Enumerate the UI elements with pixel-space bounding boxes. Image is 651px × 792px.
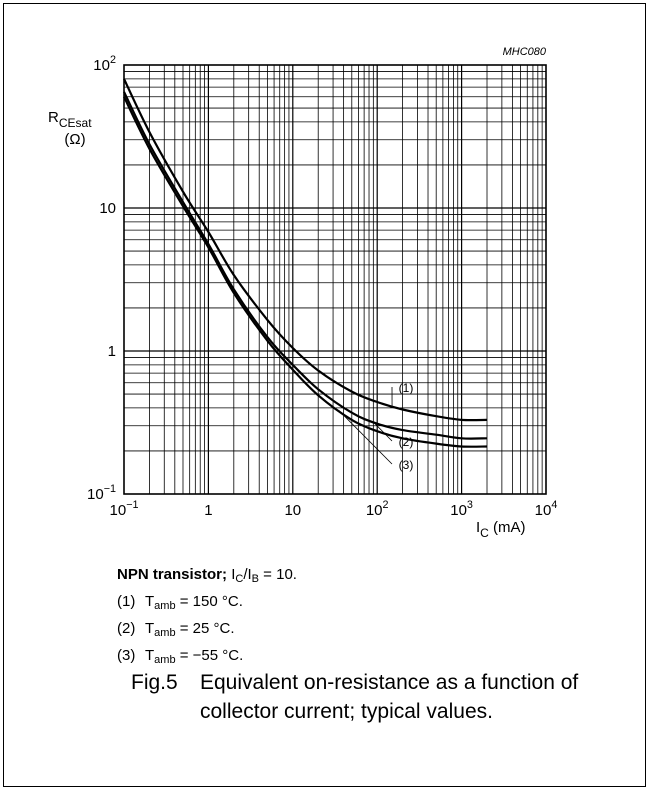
x-tick-label: 1: [204, 502, 212, 519]
test-condition: NPN transistor; IC/IB = 10.: [117, 566, 297, 585]
figure-title: Equivalent on-resistance as a function o…: [200, 671, 579, 723]
x-tick-label: 104: [535, 499, 558, 519]
series-line-2: [123, 91, 488, 440]
x-tick-label: 10−1: [110, 499, 139, 519]
note-3: (3) Tamb = −55 °C.: [117, 647, 244, 666]
figure-number: Fig.5: [131, 671, 178, 694]
series-label-leader: [338, 410, 393, 465]
note-1: (1) Tamb = 150 °C.: [117, 593, 243, 612]
series-line-1: [123, 78, 488, 422]
y-tick-label: 1: [108, 343, 116, 360]
y-tick-label: 102: [93, 54, 116, 74]
note-2: (2) Tamb = 25 °C.: [117, 620, 235, 639]
y-tick-label: 10−1: [87, 483, 116, 503]
chart-code: MHC080: [503, 46, 547, 58]
x-tick-label: 102: [366, 499, 389, 519]
series-line-3: [123, 96, 488, 448]
x-tick-label: 103: [450, 499, 473, 519]
grid: [124, 65, 546, 494]
series-label-leader: [373, 421, 393, 442]
x-axis-label: IC (mA): [476, 519, 526, 540]
series-label: (2): [399, 435, 414, 449]
series-label: (1): [399, 381, 414, 395]
chart: 10−1 1 10 102 103 104 10−1 1 10 102 RCEsat(Ω) IC (m…: [48, 46, 558, 540]
y-tick-label: 10: [99, 200, 116, 217]
series-label: (3): [399, 458, 414, 472]
plot-area-border: [123, 64, 547, 495]
y-axis-unit: (Ω): [64, 131, 85, 148]
y-axis-label: RCEsat: [48, 109, 92, 130]
figure-frame: [3, 3, 646, 787]
x-tick-label: 10: [284, 502, 301, 519]
